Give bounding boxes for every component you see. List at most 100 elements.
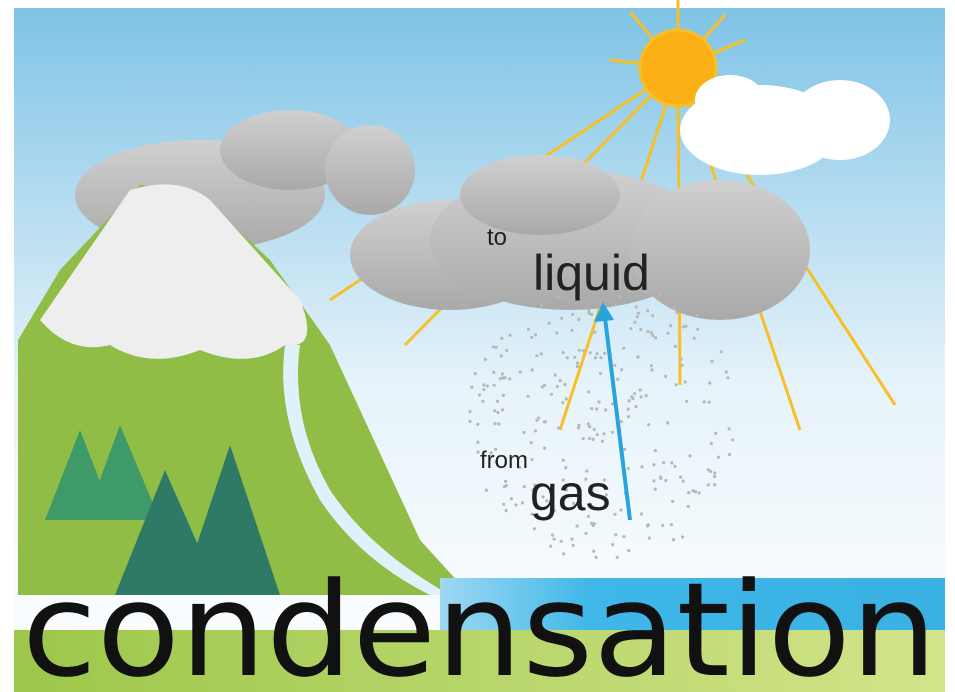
droplet [557,426,560,429]
droplet [548,322,551,325]
from-label: from [480,447,528,474]
droplet [659,476,662,479]
cloud-part [695,75,765,125]
droplet [646,309,649,312]
droplet [635,305,638,308]
droplet [571,329,574,332]
droplet [590,407,593,410]
droplet [543,420,546,423]
droplet [482,388,485,391]
droplet [620,420,623,423]
droplet [603,432,606,435]
droplet [562,351,565,354]
droplet [622,535,625,538]
droplet [614,303,617,306]
droplet [543,384,546,387]
droplet [492,345,495,348]
droplet [530,441,533,444]
droplet [534,429,537,432]
droplet [661,524,664,527]
droplet [710,360,713,363]
droplet [707,483,710,486]
droplet [674,345,677,348]
droplet [482,383,485,386]
droplet [578,349,581,352]
droplet [670,461,673,464]
droplet [468,420,471,423]
droplet [687,505,690,508]
droplet [693,337,696,340]
droplet [492,371,495,374]
droplet [535,354,538,357]
droplet [599,372,602,375]
droplet [696,328,699,331]
droplet [556,385,559,388]
droplet [535,419,538,422]
droplet [714,432,717,435]
droplet [592,438,595,441]
droplet [550,393,553,396]
droplet [499,377,502,380]
droplet [708,401,711,404]
droplet [505,509,508,512]
droplet [603,352,606,355]
droplet [707,468,710,471]
droplet [646,524,649,527]
droplet [636,315,639,318]
droplet [654,488,657,491]
liquid-label: liquid [533,245,650,301]
droplet [637,312,640,315]
droplet [654,449,657,452]
droplet [493,384,496,387]
page: {"from": {"small": "from", "large": "gas… [0,0,955,692]
droplet [562,459,565,462]
droplet [708,381,711,384]
droplet [533,527,536,530]
droplet [596,433,599,436]
droplet [560,540,563,543]
droplet [717,456,720,459]
droplet [616,378,619,381]
droplet [571,313,574,316]
droplet [514,503,517,506]
droplet [493,422,496,425]
droplet [673,465,676,468]
droplet [726,376,729,379]
droplet [523,485,526,488]
droplet [675,311,678,314]
cloud-part [325,125,415,215]
droplet [684,381,687,384]
droplet [662,461,665,464]
droplet [530,336,533,339]
droplet [681,364,684,367]
droplet [592,550,595,553]
droplet [522,431,525,434]
cloud-part [790,80,890,160]
droplet [497,422,500,425]
droplet [478,393,481,396]
droplet [590,522,593,525]
droplet [577,318,580,321]
droplet [587,309,590,312]
droplet [654,336,657,339]
droplet [563,383,566,386]
droplet [659,292,662,295]
droplet [474,372,477,375]
droplet [566,356,569,359]
droplet [731,438,734,441]
droplet [589,351,592,354]
droplet [594,356,597,359]
droplet [493,409,496,412]
droplet [633,321,636,324]
droplet [593,331,596,334]
droplet [504,376,507,379]
droplet [685,400,688,403]
droplet [627,467,630,470]
droplet [553,538,556,541]
droplet [588,312,591,315]
droplet [534,333,537,336]
droplet [646,330,649,333]
droplet [500,337,503,340]
droplet [501,408,504,411]
droplet [629,327,632,330]
